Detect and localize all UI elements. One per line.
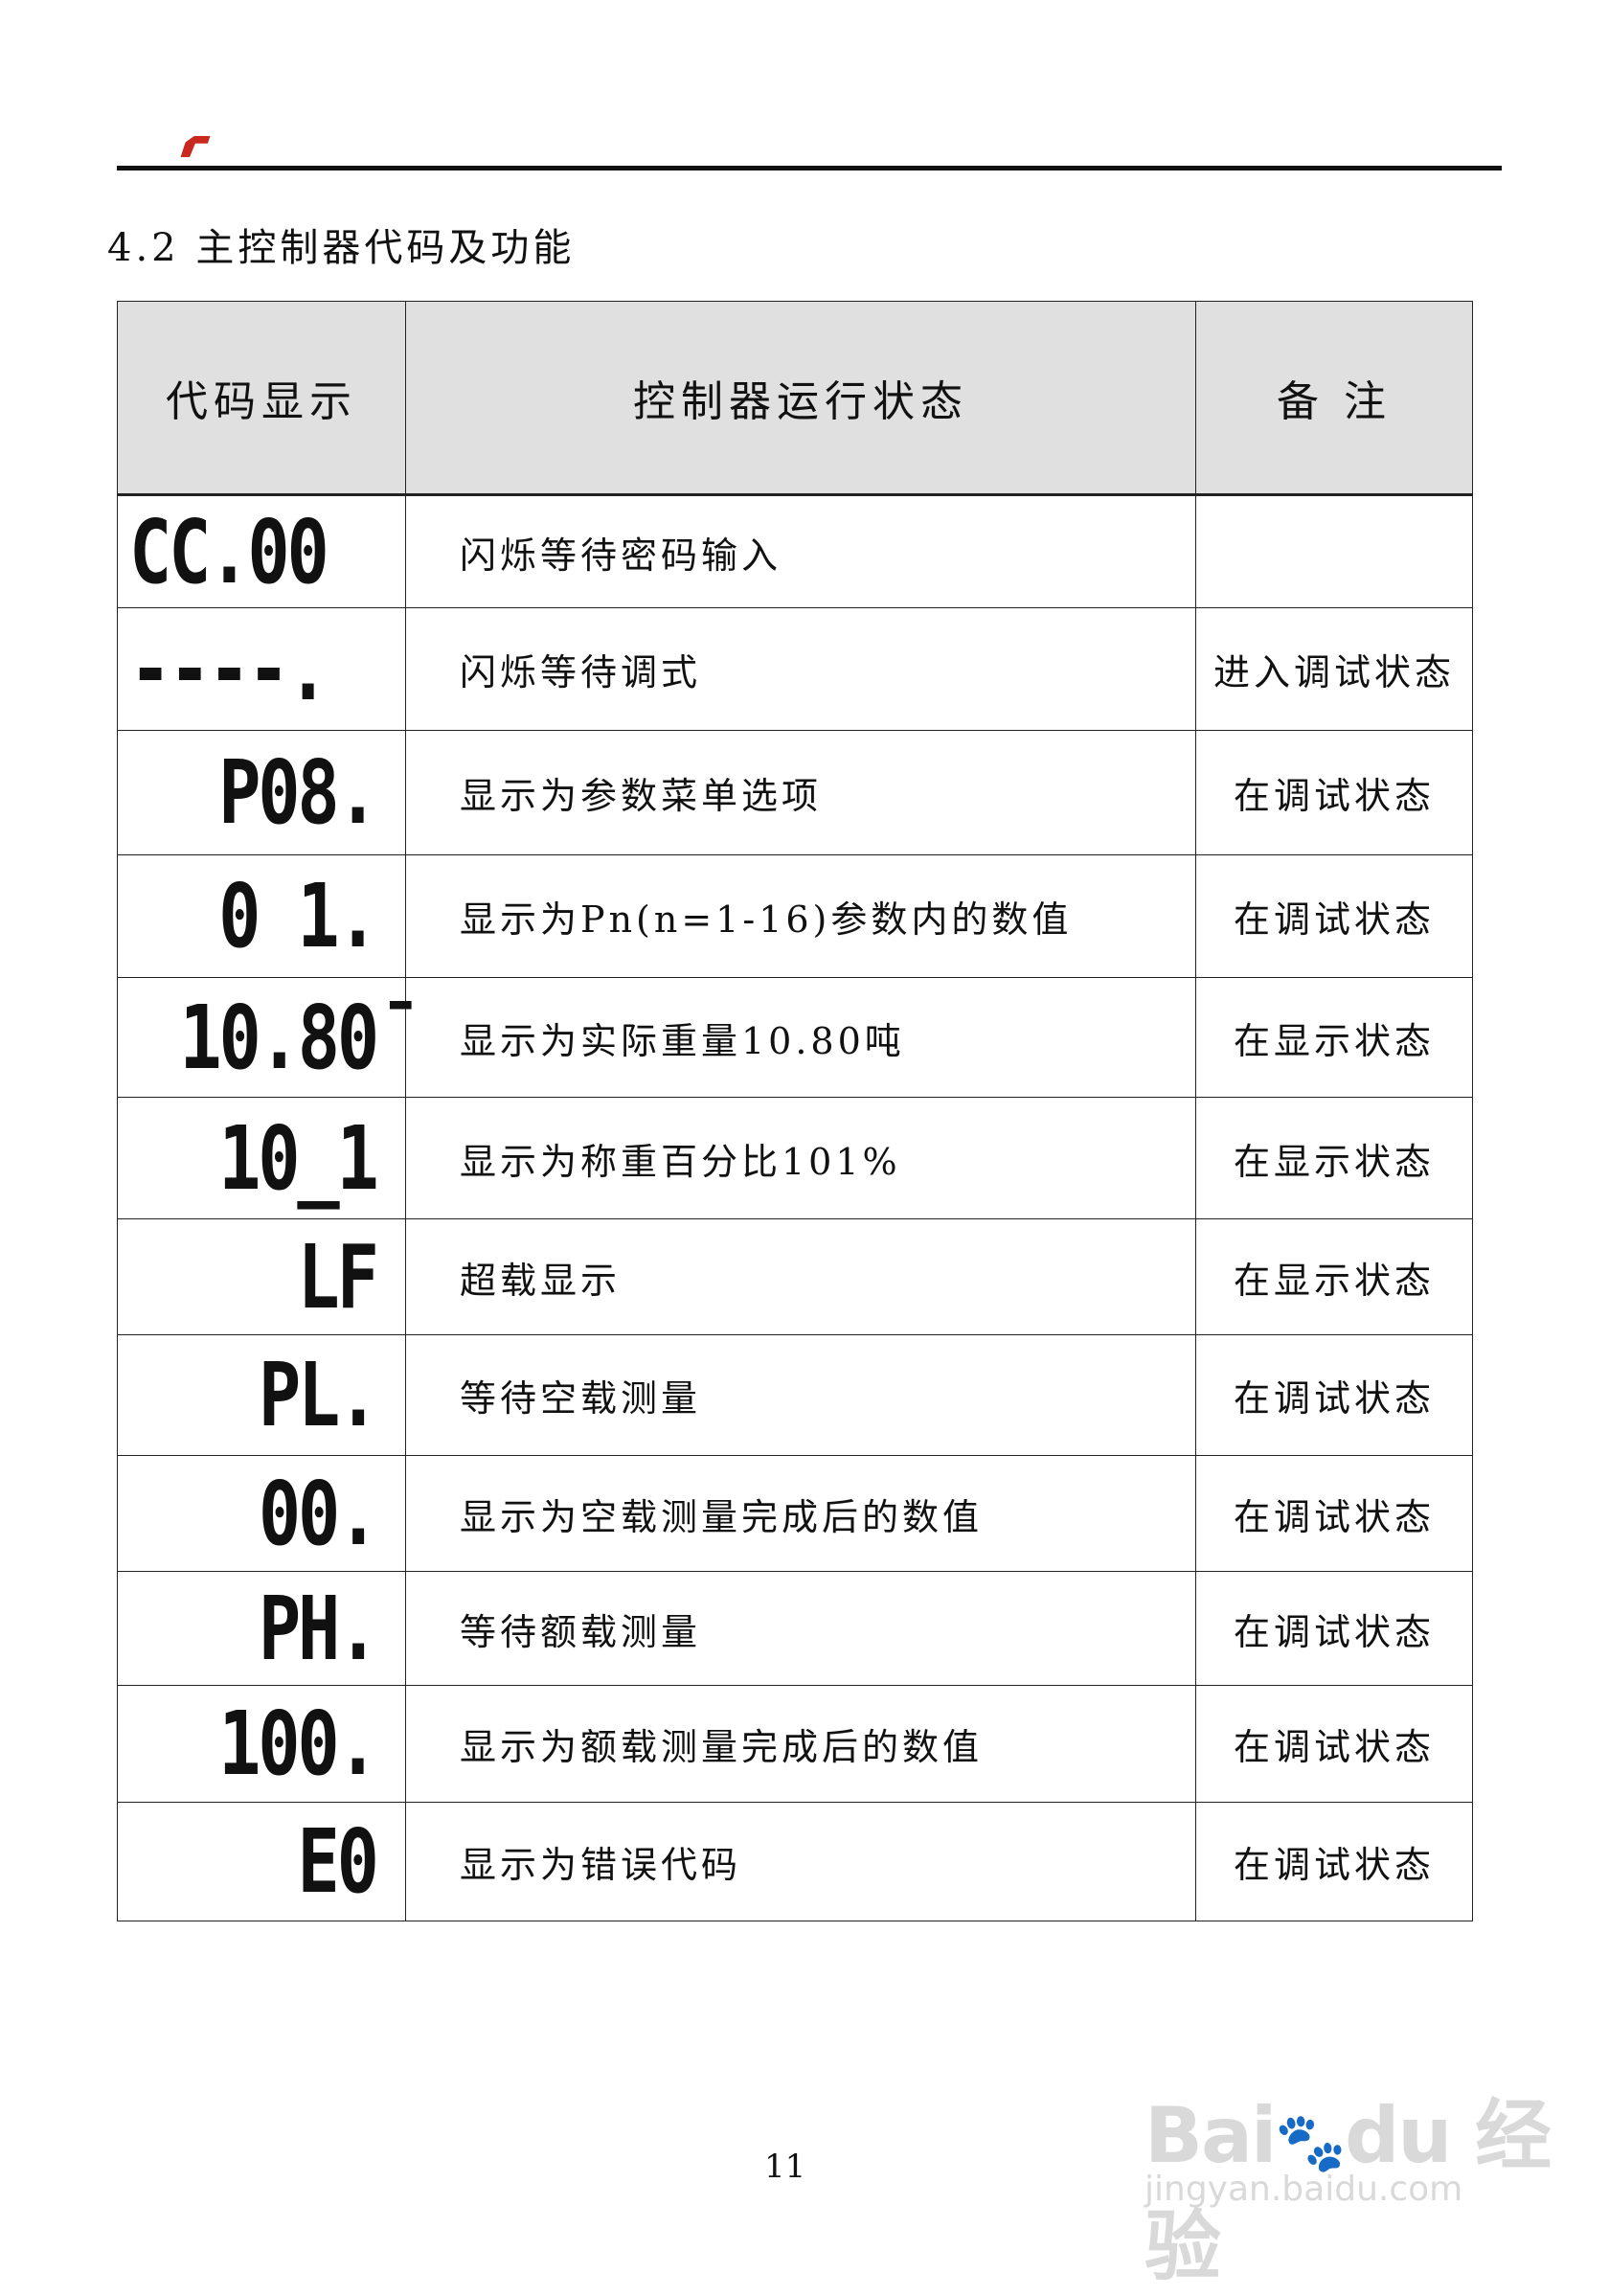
code-display: P08.: [117, 730, 406, 855]
watermark-brand: Bai🐾du 经验: [1144, 2091, 1552, 2291]
table-row: 0 1. 显示为Pn(n=1-16)参数内的数值 在调试状态: [117, 854, 1473, 978]
note: 在调试状态: [1195, 1455, 1473, 1572]
code-display: 10_1: [117, 1097, 406, 1219]
code-display: 100.: [117, 1685, 406, 1803]
status-description: 显示为空载测量完成后的数值: [405, 1455, 1196, 1572]
status-description: 显示为实际重量10.80吨: [405, 977, 1196, 1098]
watermark-logo: Bai🐾du 经验 jingyan.baidu.com: [1144, 2074, 1609, 2296]
code-display: 00.: [117, 1455, 406, 1572]
status-description: 闪烁等待密码输入: [405, 494, 1196, 608]
table-row: 10_1 显示为称重百分比101% 在显示状态: [117, 1097, 1473, 1219]
note: 在显示状态: [1195, 1218, 1473, 1335]
code-table: 代码显示 控制器运行状态 备 注 CC.00 闪烁等待密码输入 ----. 闪烁…: [117, 301, 1473, 1921]
status-description: 显示为错误代码: [405, 1802, 1196, 1921]
table-row: 100. 显示为额载测量完成后的数值 在调试状态: [117, 1685, 1473, 1803]
status-description: 闪烁等待调式: [405, 607, 1196, 731]
note: 在调试状态: [1195, 1334, 1473, 1456]
table-row: ----. 闪烁等待调式 进入调试状态: [117, 607, 1473, 731]
note: 在调试状态: [1195, 1571, 1473, 1686]
code-display: 0 1.: [117, 854, 406, 978]
header-rule: [117, 166, 1502, 170]
watermark-url: jingyan.baidu.com: [1144, 2170, 1463, 2209]
status-description: 等待额载测量: [405, 1571, 1196, 1686]
status-description: 等待空载测量: [405, 1334, 1196, 1456]
section-title: 4.2 主控制器代码及功能: [107, 226, 576, 270]
table-row: LF 超载显示 在显示状态: [117, 1218, 1473, 1335]
code-display: LF: [117, 1218, 406, 1335]
status-description: 显示为额载测量完成后的数值: [405, 1685, 1196, 1803]
table-row: PL. 等待空载测量 在调试状态: [117, 1334, 1473, 1456]
code-display: ----.: [117, 607, 406, 731]
header-status: 控制器运行状态: [405, 301, 1196, 496]
note: 在显示状态: [1195, 1097, 1473, 1219]
page-number: 11: [764, 2148, 806, 2186]
table-row: PH. 等待额载测量 在调试状态: [117, 1571, 1473, 1686]
note: 在调试状态: [1195, 730, 1473, 855]
note: [1195, 494, 1473, 608]
code-display: E0: [117, 1802, 406, 1921]
table-row: E0 显示为错误代码 在调试状态: [117, 1802, 1473, 1921]
table-row: CC.00 闪烁等待密码输入: [117, 494, 1473, 608]
note: 在显示状态: [1195, 977, 1473, 1098]
table-header-row: 代码显示 控制器运行状态 备 注: [117, 301, 1473, 496]
note: 进入调试状态: [1195, 607, 1473, 731]
logo-icon: [180, 136, 210, 157]
note: 在调试状态: [1195, 1802, 1473, 1921]
table-row: P08. 显示为参数菜单选项 在调试状态: [117, 730, 1473, 855]
status-description: 显示为参数菜单选项: [405, 730, 1196, 855]
note: 在调试状态: [1195, 854, 1473, 978]
header-note: 备 注: [1195, 301, 1473, 496]
status-description: 超载显示: [405, 1218, 1196, 1335]
code-display: 10.80̄: [117, 977, 406, 1098]
code-display: PL.: [117, 1334, 406, 1456]
code-display: CC.00: [117, 494, 406, 608]
table-row: 00. 显示为空载测量完成后的数值 在调试状态: [117, 1455, 1473, 1572]
code-display: PH.: [117, 1571, 406, 1686]
header-code: 代码显示: [117, 301, 406, 496]
status-description: 显示为称重百分比101%: [405, 1097, 1196, 1219]
table-row: 10.80̄ 显示为实际重量10.80吨 在显示状态: [117, 977, 1473, 1098]
status-description: 显示为Pn(n=1-16)参数内的数值: [405, 854, 1196, 978]
note: 在调试状态: [1195, 1685, 1473, 1803]
